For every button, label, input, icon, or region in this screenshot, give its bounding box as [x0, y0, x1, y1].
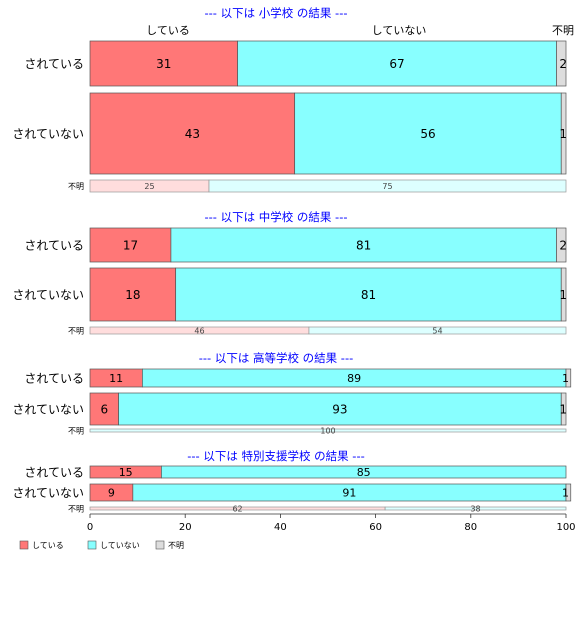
- bar-segment: [556, 40, 567, 87]
- data-label: 1: [562, 372, 569, 385]
- x-tick-label: 0: [87, 522, 93, 533]
- row-label-fumei: 不明: [68, 427, 84, 436]
- bar-segment: [556, 227, 567, 263]
- legend-swatch-fumei: [155, 540, 165, 550]
- data-label: 2: [559, 57, 567, 71]
- data-label: 9: [108, 486, 115, 499]
- data-label: 56: [420, 127, 435, 141]
- x-tick-label: 20: [179, 522, 192, 533]
- data-label: 1: [559, 288, 567, 302]
- panel-title-3: --- 以下は 高等学校 の結果 ---: [199, 351, 354, 365]
- column-label-shiteinai: していない: [372, 24, 427, 37]
- bar-segment: [384, 506, 567, 511]
- bar-segment: [308, 326, 567, 335]
- bar-segment: [565, 368, 572, 388]
- data-label: 2: [559, 238, 567, 252]
- data-label: 75: [382, 182, 392, 191]
- legend-swatch-shiteiru: [19, 540, 29, 550]
- data-label: 43: [185, 127, 200, 141]
- panel-title-1: --- 以下は 小学校 の結果 ---: [204, 6, 347, 20]
- row-label-sareteiru: されている: [24, 57, 84, 71]
- data-label: 85: [357, 466, 371, 479]
- row-label-sareteinai: されていない: [12, 486, 84, 500]
- panel-title-4: --- 以下は 特別支援学校 の結果 ---: [187, 449, 365, 463]
- data-label: 18: [125, 288, 140, 302]
- bar-segment: [170, 227, 557, 263]
- column-label-shiteiru: している: [146, 24, 190, 37]
- legend-label-shiteiru: している: [32, 541, 64, 550]
- bar-segment: [237, 40, 557, 87]
- x-tick-label: 60: [369, 522, 382, 533]
- data-label: 91: [342, 486, 356, 499]
- bar-segment: [294, 92, 562, 175]
- row-label-sareteiru: されている: [24, 372, 84, 386]
- data-label: 81: [356, 238, 371, 252]
- data-label: 54: [432, 326, 442, 335]
- column-label-fumei: 不明: [552, 24, 574, 37]
- legend-label-shiteinai: していない: [100, 541, 140, 550]
- data-label: 1: [559, 402, 567, 416]
- data-label: 62: [232, 504, 242, 513]
- panel-title-2: --- 以下は 中学校 の結果 ---: [204, 210, 347, 224]
- row-label-fumei: 不明: [68, 182, 84, 191]
- bar-segment: [89, 428, 567, 433]
- data-label: 38: [470, 504, 480, 513]
- legend-label-fumei: 不明: [168, 541, 184, 550]
- data-label: 1: [562, 486, 569, 499]
- bar-segment: [560, 392, 567, 426]
- data-label: 15: [119, 466, 133, 479]
- data-label: 81: [361, 288, 376, 302]
- row-label-fumei: 不明: [68, 505, 84, 514]
- bar-segment: [161, 465, 567, 479]
- bar-segment: [89, 40, 238, 87]
- bar-segment: [560, 267, 567, 322]
- bar-segment: [89, 392, 119, 426]
- bar-segment: [89, 227, 172, 263]
- row-label-sareteinai: されていない: [12, 127, 84, 141]
- data-label: 89: [347, 372, 361, 385]
- x-tick-label: 80: [464, 522, 477, 533]
- row-label-fumei: 不明: [68, 327, 84, 336]
- data-label: 1: [559, 127, 567, 141]
- bar-segment: [565, 483, 572, 502]
- data-label: 6: [100, 402, 108, 416]
- data-label: 17: [123, 238, 138, 252]
- bar-segment: [118, 392, 562, 426]
- bar-segment: [89, 267, 177, 322]
- data-label: 100: [320, 426, 335, 435]
- data-label: 93: [332, 402, 347, 416]
- legend-swatch-shiteinai: [87, 540, 97, 550]
- x-tick-label: 100: [556, 522, 575, 533]
- data-label: 11: [109, 372, 123, 385]
- data-label: 31: [156, 57, 171, 71]
- row-label-sareteiru: されている: [24, 239, 84, 253]
- bar-segment: [560, 92, 567, 175]
- bar-segment: [208, 179, 567, 193]
- row-label-sareteinai: されていない: [12, 403, 84, 417]
- row-label-sareteiru: されている: [24, 466, 84, 480]
- x-tick-label: 40: [274, 522, 287, 533]
- row-label-sareteinai: されていない: [12, 288, 84, 302]
- data-label: 46: [194, 326, 204, 335]
- data-label: 25: [144, 182, 154, 191]
- data-label: 67: [389, 57, 404, 71]
